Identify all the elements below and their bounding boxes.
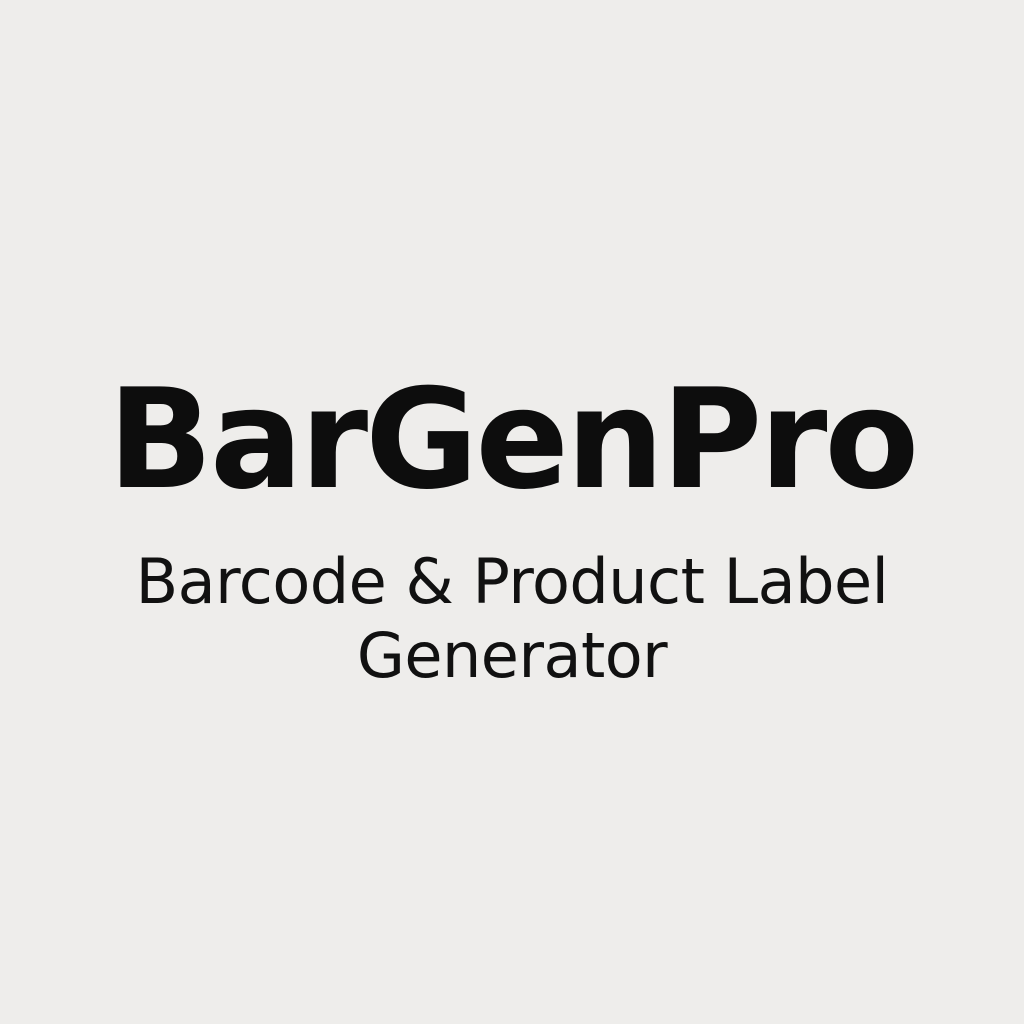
tagline-line-2: Generator [356, 619, 668, 692]
app-tagline: Barcode & Product Label Generator [60, 545, 964, 693]
tagline-line-1: Barcode & Product Label [135, 545, 889, 618]
app-title: BarGenPro [107, 359, 919, 520]
